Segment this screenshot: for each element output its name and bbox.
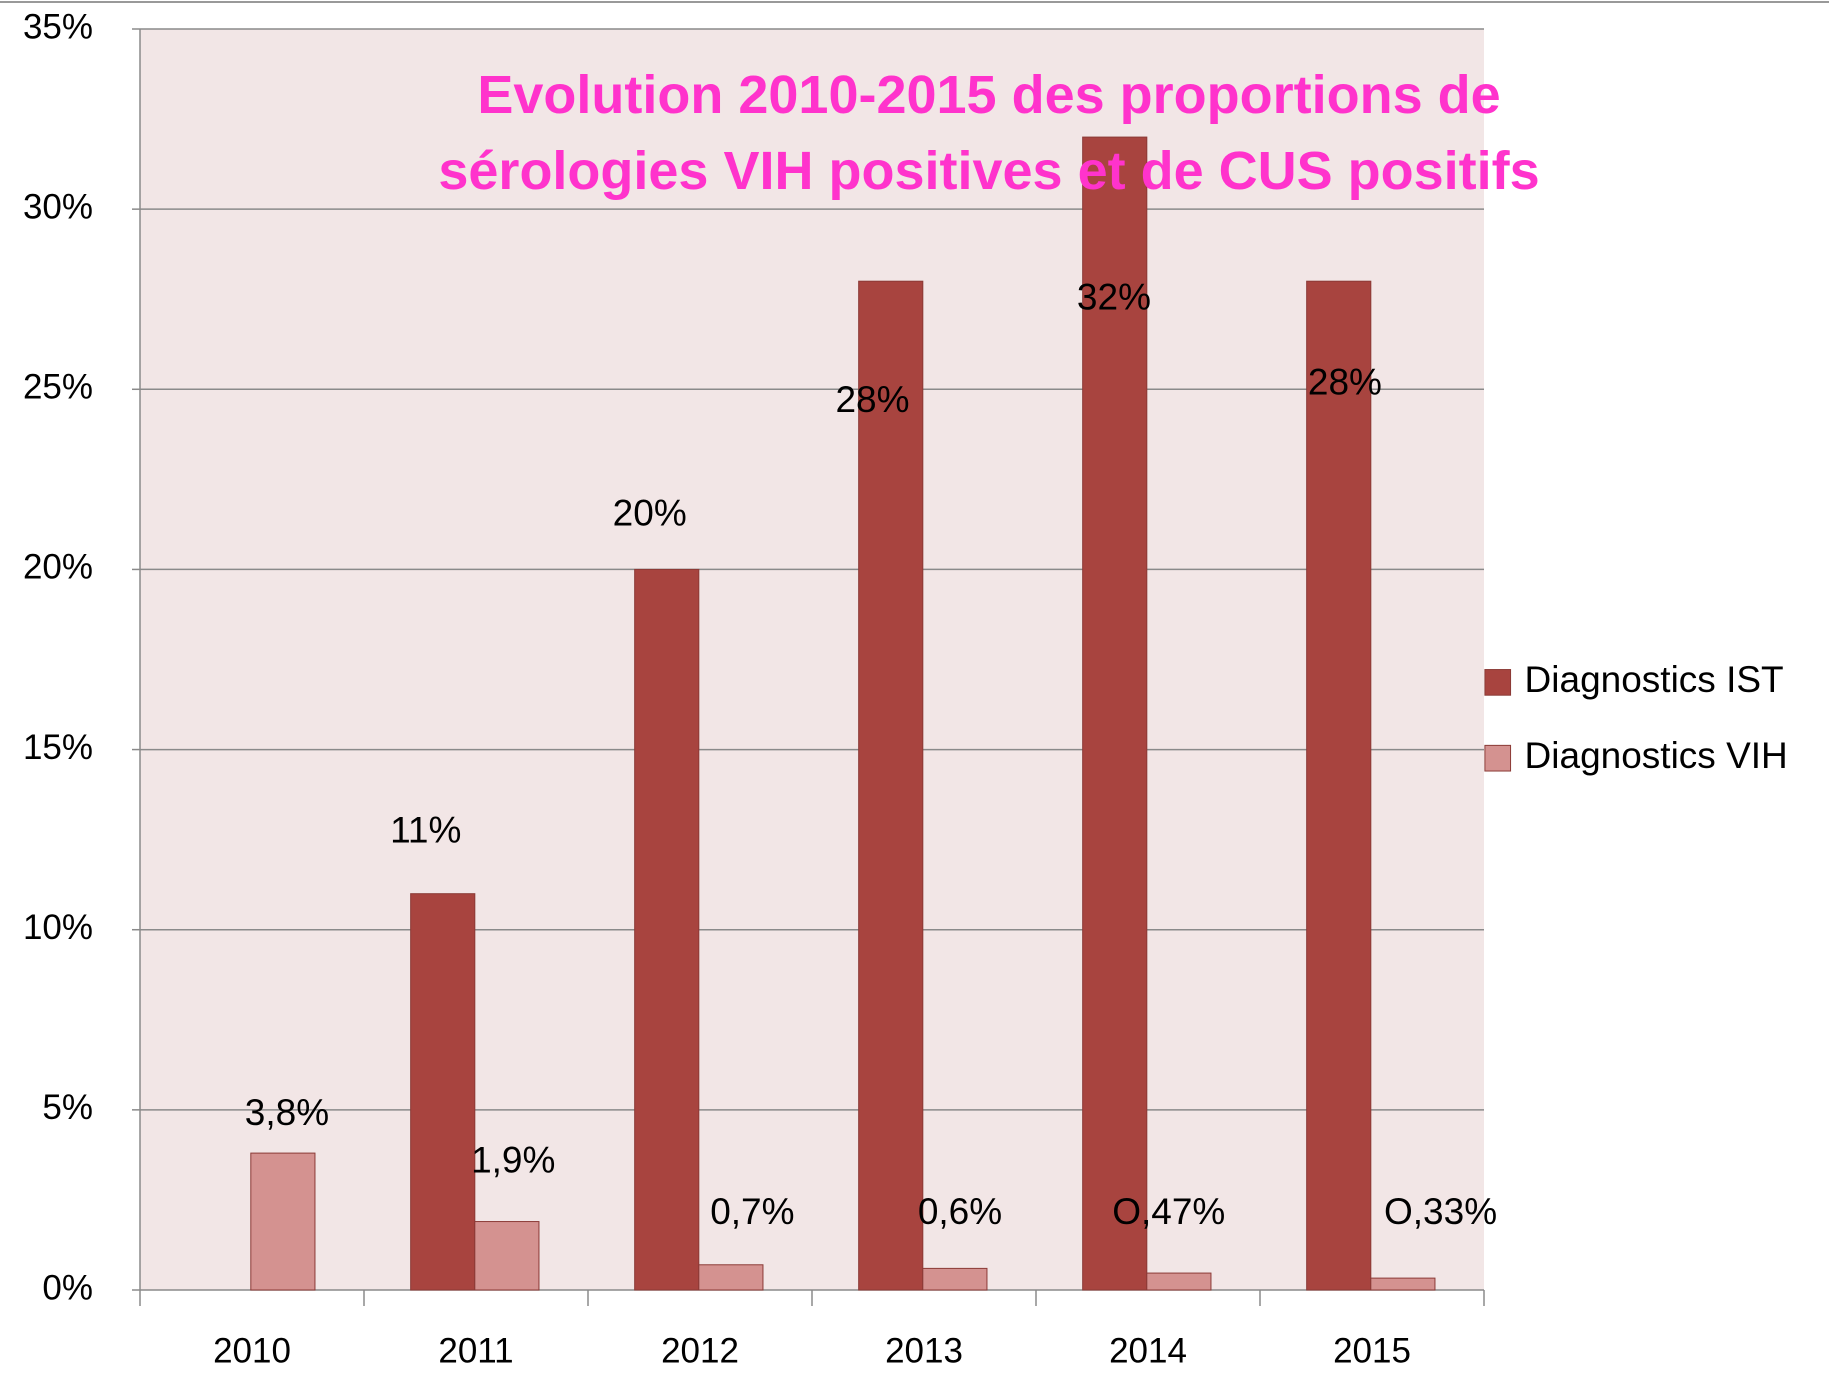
y-tick-label: 5%	[42, 1088, 93, 1127]
data-label: 32%	[1077, 277, 1151, 318]
legend-label: Diagnostics VIH	[1525, 735, 1788, 776]
bar	[474, 1221, 540, 1291]
legend-swatch	[1484, 669, 1512, 696]
data-label: 1,9%	[471, 1140, 555, 1181]
data-label: 11%	[390, 810, 461, 851]
title-line: Evolution 2010-2015 des proportions de	[477, 65, 1500, 125]
data-label: 3,8%	[245, 1092, 329, 1133]
chart-title: Evolution 2010-2015 des proportions de sé…	[438, 65, 1539, 201]
data-label: 0,7%	[710, 1191, 794, 1232]
bar	[1370, 1277, 1436, 1291]
marks: 0% 5% 10% 15% 20% 25% 30% 35% 2010 3,8% 2011 11% 1,9…	[23, 7, 1788, 1370]
x-tick-label: 2011	[438, 1331, 513, 1370]
data-label: O,33%	[1384, 1191, 1497, 1232]
x-tick-label: 2010	[213, 1331, 291, 1370]
x-tick-label: 2013	[885, 1331, 963, 1370]
bar	[1306, 280, 1372, 1291]
bar	[410, 893, 476, 1291]
bar	[1082, 136, 1148, 1291]
data-label: O,47%	[1112, 1191, 1225, 1232]
legend-label: Diagnostics IST	[1525, 659, 1784, 700]
x-tick-label: 2015	[1333, 1331, 1411, 1370]
bar	[634, 568, 700, 1291]
bar	[1146, 1272, 1212, 1291]
bar	[250, 1152, 316, 1291]
y-tick-label: 20%	[23, 548, 93, 587]
y-tick-label: 15%	[23, 728, 93, 767]
y-tick-label: 35%	[23, 7, 93, 46]
y-tick-label: 0%	[42, 1268, 93, 1307]
y-tick-label: 10%	[23, 908, 93, 947]
data-label: 0,6%	[918, 1191, 1002, 1232]
bar	[922, 1267, 988, 1291]
plot-area	[140, 29, 1484, 1290]
data-label: 28%	[835, 379, 909, 420]
y-tick-label: 25%	[23, 368, 93, 407]
data-label: 20%	[613, 492, 687, 533]
title-line: sérologies VIH positives et de CUS posit…	[438, 141, 1539, 201]
y-tick-label: 30%	[23, 187, 93, 226]
data-label: 28%	[1308, 362, 1382, 403]
x-tick-label: 2014	[1109, 1331, 1187, 1370]
bar	[698, 1264, 764, 1291]
bar	[858, 280, 924, 1291]
x-tick-label: 2012	[661, 1331, 739, 1370]
legend-swatch	[1484, 744, 1512, 772]
